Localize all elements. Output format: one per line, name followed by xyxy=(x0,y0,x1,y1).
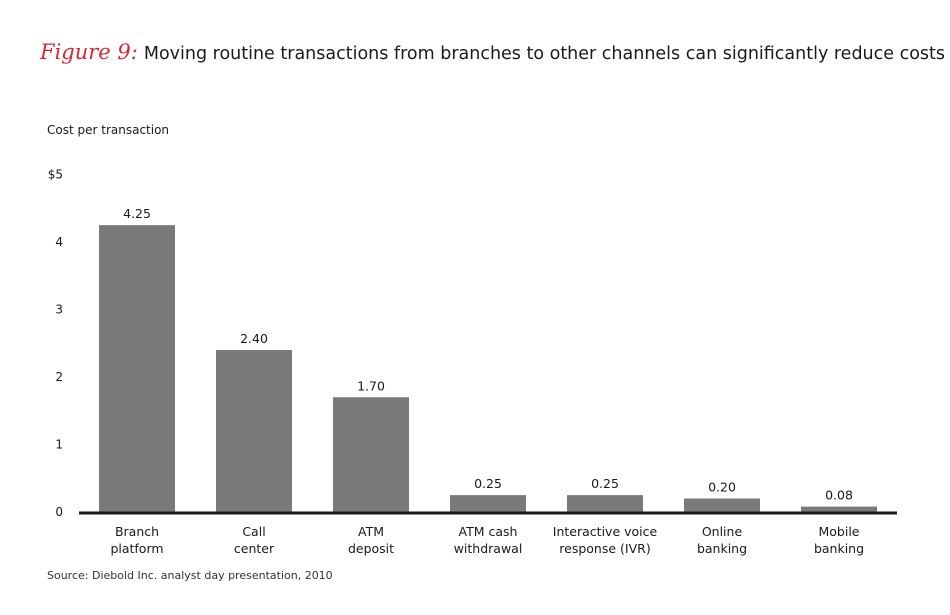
bars xyxy=(99,225,877,512)
figure-label: Figure 9: xyxy=(40,40,138,64)
category-label-line: deposit xyxy=(348,541,394,556)
category-labels: Branch platform Call center ATM deposit ATM ca… xyxy=(110,524,864,556)
category-label-line: withdrawal xyxy=(454,541,523,556)
y-tick-label: 2 xyxy=(55,370,63,384)
bar xyxy=(450,495,526,512)
y-tick-label: $5 xyxy=(48,168,63,182)
category-label: Interactive voice response (IVR) xyxy=(553,524,658,556)
bar xyxy=(216,350,292,512)
data-label: 0.08 xyxy=(825,488,853,503)
y-tick-label: 3 xyxy=(55,303,63,317)
category-label: ATM cash withdrawal xyxy=(454,524,523,556)
data-label: 2.40 xyxy=(240,331,268,346)
category-label: ATM deposit xyxy=(348,524,394,556)
category-label-line: Branch xyxy=(115,524,159,539)
data-label: 0.20 xyxy=(708,480,736,495)
category-label: Branch platform xyxy=(110,524,163,556)
y-tick-label: 1 xyxy=(55,438,63,452)
source-note: Source: Diebold Inc. analyst day present… xyxy=(47,569,333,582)
category-label-line: response (IVR) xyxy=(559,541,650,556)
title-text: Moving routine transactions from branche… xyxy=(143,44,946,64)
category-label: Online banking xyxy=(697,524,747,556)
category-label-line: ATM xyxy=(358,524,384,539)
chart-title: Figure 9: Moving routine transactions fro… xyxy=(40,40,945,64)
category-label-line: Interactive voice xyxy=(553,524,658,539)
y-tick-label: 4 xyxy=(55,235,63,249)
data-label: 4.25 xyxy=(123,206,151,221)
bar xyxy=(801,506,877,512)
bar xyxy=(99,225,175,512)
data-label: 1.70 xyxy=(357,378,385,393)
y-tick-label: 0 xyxy=(55,505,63,519)
y-ticks: 0 1 2 3 4 $5 xyxy=(48,168,63,520)
category-label-line: center xyxy=(234,541,275,556)
category-label-line: banking xyxy=(814,541,864,556)
category-label-line: Online xyxy=(702,524,743,539)
data-label: 0.25 xyxy=(474,476,502,491)
category-label: Mobile banking xyxy=(814,524,864,556)
category-label-line: banking xyxy=(697,541,747,556)
data-label: 0.25 xyxy=(591,476,619,491)
bar xyxy=(567,495,643,512)
bar xyxy=(684,498,760,512)
category-label-line: platform xyxy=(110,541,163,556)
category-label-line: Mobile xyxy=(818,524,859,539)
y-axis-label: Cost per transaction xyxy=(47,123,170,137)
bar xyxy=(333,397,409,512)
category-label: Call center xyxy=(234,524,275,556)
category-label-line: ATM cash xyxy=(459,524,518,539)
category-label-line: Call xyxy=(242,524,265,539)
data-labels: 4.25 2.40 1.70 0.25 0.25 0.20 0.08 xyxy=(123,206,853,502)
